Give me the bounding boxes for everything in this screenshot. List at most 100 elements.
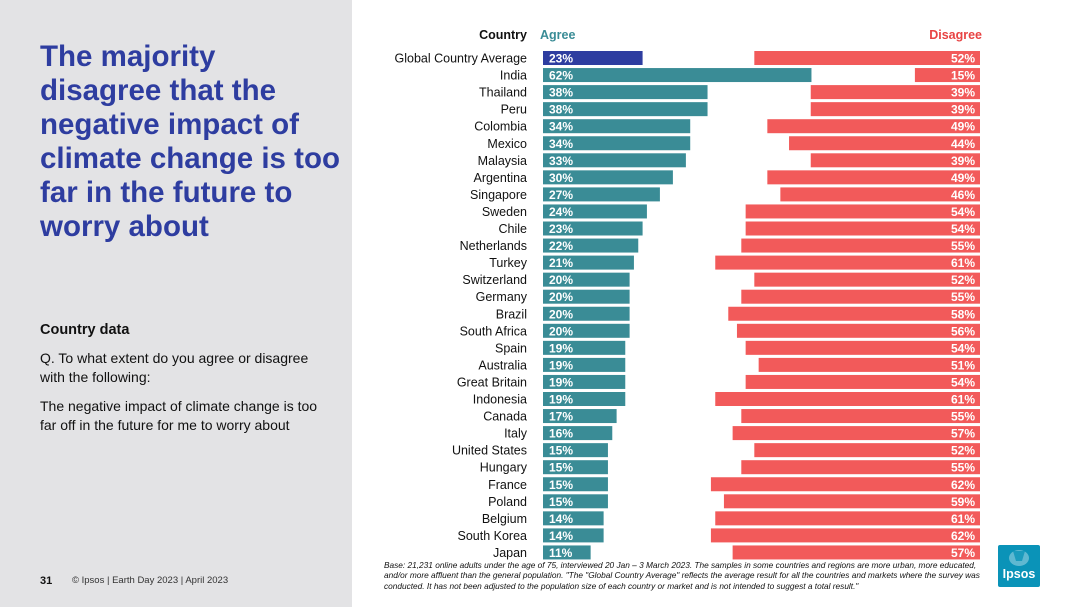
page-number: 31 [40, 575, 53, 587]
disagree-value-label: 57% [951, 427, 975, 441]
agree-bar [543, 187, 660, 202]
disagree-value-label: 55% [951, 239, 975, 253]
agree-bar [543, 221, 643, 236]
disagree-bar [789, 136, 980, 151]
country-label: Sweden [482, 205, 527, 219]
header-disagree: Disagree [929, 28, 982, 42]
disagree-value-label: 62% [951, 478, 975, 492]
country-label: South Africa [460, 324, 527, 338]
agree-value-label: 20% [549, 324, 573, 338]
agree-bar [543, 204, 647, 219]
statement-text: The negative impact of climate change is… [40, 398, 318, 433]
agree-value-label: 30% [549, 171, 573, 185]
disagree-bar [715, 392, 980, 406]
disagree-value-label: 51% [951, 358, 975, 372]
agree-value-label: 15% [549, 495, 573, 509]
disagree-value-label: 54% [951, 341, 975, 355]
agree-bar [543, 374, 626, 389]
agree-bar [543, 392, 626, 406]
disagree-bar [754, 272, 980, 287]
agree-value-label: 62% [549, 69, 573, 83]
disagree-bar [723, 494, 980, 509]
agree-value-label: 38% [549, 103, 573, 117]
agree-value-label: 15% [549, 478, 573, 492]
disagree-value-label: 59% [951, 495, 975, 509]
disagree-value-label: 57% [951, 546, 975, 560]
country-label: Indonesia [473, 393, 527, 407]
agree-bar [543, 272, 630, 287]
country-label: Chile [499, 222, 528, 236]
country-label: France [488, 478, 527, 492]
country-label: Hungary [480, 461, 528, 475]
disagree-value-label: 62% [951, 529, 975, 543]
country-label: Belgium [482, 512, 527, 526]
disagree-bar [745, 374, 980, 389]
agree-bar [543, 51, 643, 65]
agree-value-label: 19% [549, 393, 573, 407]
country-label: Australia [478, 358, 527, 372]
agree-bar [543, 153, 686, 168]
disagree-bar [745, 221, 980, 236]
disagree-bar [754, 51, 980, 65]
agree-value-label: 21% [549, 256, 573, 270]
agree-bar [543, 545, 591, 560]
disagree-bar [741, 460, 980, 475]
agree-bar [543, 136, 691, 151]
agree-bar [543, 357, 626, 372]
disagree-value-label: 44% [951, 137, 975, 151]
agree-value-label: 17% [549, 410, 573, 424]
agree-bar [543, 289, 630, 304]
agree-bar [543, 443, 608, 458]
header-agree: Agree [540, 28, 575, 42]
agree-bar [543, 238, 639, 253]
disagree-value-label: 52% [951, 444, 975, 458]
country-label: India [500, 69, 527, 83]
country-label: Argentina [473, 171, 527, 185]
agree-value-label: 14% [549, 529, 573, 543]
country-label: Netherlands [460, 239, 527, 253]
agree-bar [543, 528, 604, 543]
country-label: Colombia [474, 120, 527, 134]
disagree-value-label: 39% [951, 86, 975, 100]
agree-bar [543, 460, 608, 475]
agree-bar [543, 323, 630, 338]
agree-bar [543, 340, 626, 355]
agree-value-label: 19% [549, 341, 573, 355]
agree-bar [543, 255, 634, 270]
agree-value-label: 27% [549, 188, 573, 202]
agree-value-label: 15% [549, 444, 573, 458]
agree-bar [543, 494, 608, 509]
country-label: Italy [504, 427, 528, 441]
agree-bar [543, 102, 708, 117]
disagree-value-label: 46% [951, 188, 975, 202]
disagree-value-label: 54% [951, 205, 975, 219]
disagree-bar [710, 477, 980, 492]
agree-value-label: 34% [549, 120, 573, 134]
header-country: Country [479, 28, 527, 42]
disagree-value-label: 52% [951, 273, 975, 287]
country-label: Spain [495, 341, 527, 355]
disagree-value-label: 39% [951, 154, 975, 168]
ipsos-logo: Ipsos [998, 545, 1040, 587]
disagree-value-label: 55% [951, 461, 975, 475]
disagree-bar [810, 153, 980, 168]
country-label: Japan [493, 546, 527, 560]
disagree-value-label: 61% [951, 393, 975, 407]
disagree-value-label: 55% [951, 410, 975, 424]
disagree-bar [758, 357, 980, 372]
disagree-bar [728, 306, 980, 321]
disagree-bar [715, 255, 980, 270]
disagree-value-label: 58% [951, 307, 975, 321]
disagree-value-label: 61% [951, 256, 975, 270]
agree-value-label: 23% [549, 222, 573, 236]
disagree-bar [745, 340, 980, 355]
disagree-bar [780, 187, 980, 202]
disagree-bar [745, 204, 980, 219]
agree-value-label: 19% [549, 358, 573, 372]
agree-bar [543, 85, 708, 100]
footer-text: © Ipsos | Earth Day 2023 | April 2023 [72, 575, 229, 586]
disagree-bar [741, 289, 980, 304]
disagree-value-label: 49% [951, 171, 975, 185]
disagree-value-label: 61% [951, 512, 975, 526]
page-title: The majority disagree that the negative … [40, 40, 340, 243]
